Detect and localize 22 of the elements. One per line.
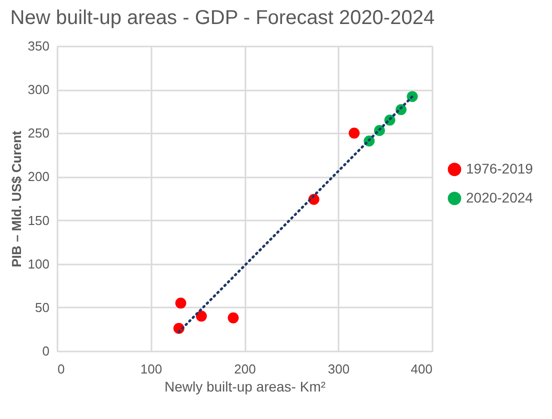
y-tick-label: 100 — [28, 256, 50, 272]
x-tick-label: 200 — [234, 362, 256, 376]
x-axis-title: Newly built-up areas- Km² — [164, 378, 326, 394]
y-tick-label: 200 — [28, 169, 50, 184]
point — [175, 298, 186, 309]
x-tick-label: 300 — [328, 362, 350, 376]
y-tick-label: 250 — [28, 126, 50, 141]
y-tick-label: 50 — [35, 300, 50, 315]
legend-label: 1976-2019 — [466, 160, 534, 176]
legend-label: 2020-2024 — [466, 189, 534, 206]
x-tick-label: 0 — [58, 362, 65, 376]
point — [228, 312, 239, 324]
x-tick-label: 400 — [410, 362, 432, 376]
point — [348, 128, 360, 139]
point — [196, 310, 207, 322]
y-tick-label: 300 — [28, 82, 50, 98]
x-tick-label: 100 — [140, 362, 162, 376]
y-tick-label: 0 — [42, 344, 50, 358]
y-axis-title: PIB – Mld. US$ Curent — [8, 130, 24, 268]
chart-title: New built-up areas - GDP - Forecast 2020-2024 — [10, 7, 435, 29]
y-tick-label: 350 — [28, 38, 50, 54]
y-tick-label: 150 — [28, 212, 50, 228]
